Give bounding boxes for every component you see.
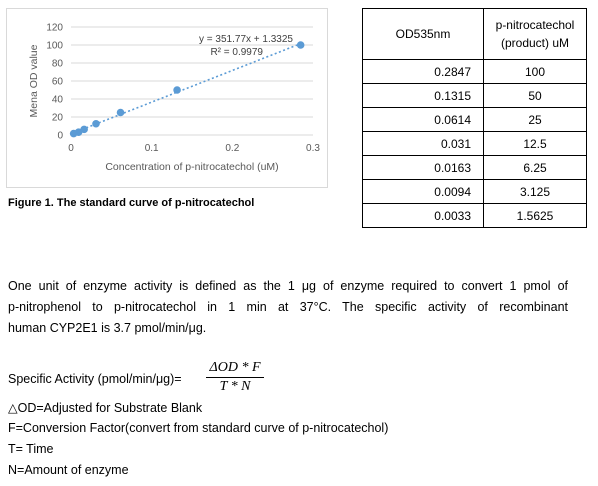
definition-f: F=Conversion Factor(convert from standar…	[8, 421, 389, 435]
header-p-nitrocatechol: p-nitrocatechol (product) uM	[483, 8, 587, 60]
conc-cell: 25	[483, 107, 587, 132]
y-tick-label: 100	[46, 41, 63, 52]
formula-fraction: ΔOD * F T * N	[206, 360, 264, 395]
formula-numerator: ΔOD * F	[206, 360, 264, 378]
data-point	[69, 129, 78, 138]
od-cell: 0.1315	[362, 83, 484, 108]
chart-svg: 0 20 40 60 80 100 120 0 0.1 0.2 0.3 Concentration o…	[28, 23, 320, 174]
y-tick-label: 40	[52, 95, 64, 106]
conc-cell: 100	[483, 59, 587, 84]
enzyme-unit-definition: One unit of enzyme activity is defined a…	[8, 276, 568, 339]
table-row: 0.0033 1.5625	[362, 203, 587, 228]
od-cell: 0.0614	[362, 107, 484, 132]
table-header-row: OD535nm p-nitrocatechol (product) uM	[362, 8, 587, 60]
trendline-r2: R² = 0.9979	[210, 47, 263, 58]
conc-cell: 1.5625	[483, 203, 587, 228]
table-row: 0.031 12.5	[362, 131, 587, 156]
table-row: 0.0163 6.25	[362, 155, 587, 180]
trendline	[73, 42, 301, 134]
trendline-equation: y = 351.77x + 1.3325	[199, 34, 293, 45]
standard-curve-chart: 0 20 40 60 80 100 120 0 0.1 0.2 0.3 Concentration o…	[6, 8, 328, 188]
od-cell: 0.2847	[362, 59, 484, 84]
y-tick-label: 60	[52, 77, 64, 88]
table-row: 0.0094 3.125	[362, 179, 587, 204]
y-axis-title: Mena OD value	[28, 44, 40, 117]
table-row: 0.1315 50	[362, 83, 587, 108]
formula-label: Specific Activity (pmol/min/μg)=	[8, 372, 182, 386]
y-tick-label: 80	[52, 59, 64, 70]
od-table: OD535nm p-nitrocatechol (product) uM 0.2…	[362, 8, 587, 228]
y-tick-label: 120	[46, 23, 63, 34]
y-tick-label: 20	[52, 113, 64, 124]
conc-cell: 3.125	[483, 179, 587, 204]
data-point	[296, 41, 305, 49]
y-tick-label: 0	[57, 131, 63, 142]
od-cell: 0.0163	[362, 155, 484, 180]
x-axis-title: Concentration of p-nitrocatechol (uM)	[105, 161, 278, 173]
header-p-nitrocatechol-line1: p-nitrocatechol	[495, 18, 575, 32]
conc-cell: 50	[483, 83, 587, 108]
definition-line: human CYP2E1 is 3.7 pmol/min/μg.	[8, 321, 207, 335]
data-point	[173, 86, 181, 94]
formula-denominator: T * N	[219, 379, 251, 394]
x-tick-label: 0.2	[225, 143, 239, 154]
definition-delta-od: △OD=Adjusted for Substrate Blank	[8, 401, 203, 415]
definition-t: T= Time	[8, 442, 54, 456]
data-point	[92, 119, 100, 128]
header-p-nitrocatechol-line2: (product) uM	[500, 36, 570, 50]
conc-cell: 12.5	[483, 131, 587, 156]
x-tick-label: 0.3	[306, 143, 320, 154]
definition-line: p-nitrophenol to p-nitrocatechol in 1 mi…	[8, 300, 568, 314]
x-tick-label: 0	[68, 143, 74, 154]
definition-n: N=Amount of enzyme	[8, 463, 129, 477]
figure-caption: Figure 1. The standard curve of p-nitroc…	[8, 197, 255, 209]
table-row: 0.2847 100	[362, 59, 587, 84]
header-od535nm: OD535nm	[362, 8, 484, 60]
data-point	[116, 108, 125, 117]
x-tick-label: 0.1	[145, 143, 159, 154]
od-cell: 0.0094	[362, 179, 484, 204]
od-cell: 0.031	[362, 131, 484, 156]
definition-line: One unit of enzyme activity is defined a…	[8, 279, 568, 293]
conc-cell: 6.25	[483, 155, 587, 180]
od-cell: 0.0033	[362, 203, 484, 228]
table-row: 0.0614 25	[362, 107, 587, 132]
